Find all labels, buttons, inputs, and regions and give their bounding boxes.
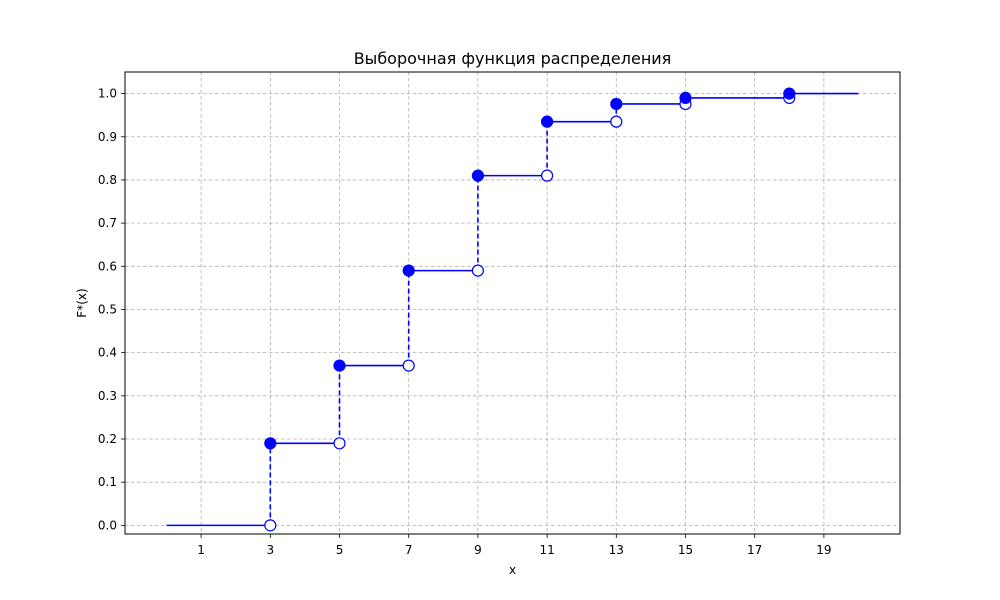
open-point [264,519,277,532]
y-tick-label: 0.4 [98,346,117,360]
y-axis-label: F*(x) [75,288,89,317]
y-tick-label: 0.6 [98,259,117,273]
x-tick-label: 19 [816,543,831,557]
y-tick-label: 0.7 [98,216,117,230]
x-tick-label: 7 [405,543,413,557]
filled-point [783,87,796,100]
x-tick-label: 1 [197,543,205,557]
open-point [333,437,346,450]
x-tick-label: 5 [336,543,344,557]
open-point [471,264,485,277]
x-tick-label: 17 [747,543,762,557]
open-point [402,359,415,372]
x-tick-label: 15 [678,543,693,557]
grid [125,72,900,534]
y-tick-label: 0.5 [98,302,117,316]
y-tick-label: 0.8 [98,173,117,187]
x-axis-label: x [509,563,516,577]
x-tick-label: 13 [609,543,624,557]
filled-point [471,169,485,182]
y-tick-label: 0.1 [98,475,117,489]
filled-point [333,359,346,372]
chart-title: Выборочная функция распределения [354,49,672,68]
plot-frame [124,71,901,535]
filled-point [679,91,692,105]
y-tick-label: 0.9 [98,130,117,144]
open-point [610,115,623,128]
x-tick-label: 9 [474,543,482,557]
filled-point [540,115,554,128]
filled-point [610,97,623,111]
y-tick-label: 0.2 [98,432,117,446]
series [166,92,859,527]
x-tick-label: 3 [266,543,274,557]
x-tick-label: 11 [539,543,554,557]
ticks: 1 3 5 7 9 11 13 15 17 190.00.10.20.30.40.50.60.70… [98,87,832,557]
y-tick-label: 0.0 [98,518,117,532]
y-tick-label: 0.3 [98,389,117,403]
y-tick-label: 1.0 [98,87,117,101]
open-point [540,169,554,182]
markers [264,87,796,532]
filled-point [402,264,415,277]
filled-point [264,437,277,450]
